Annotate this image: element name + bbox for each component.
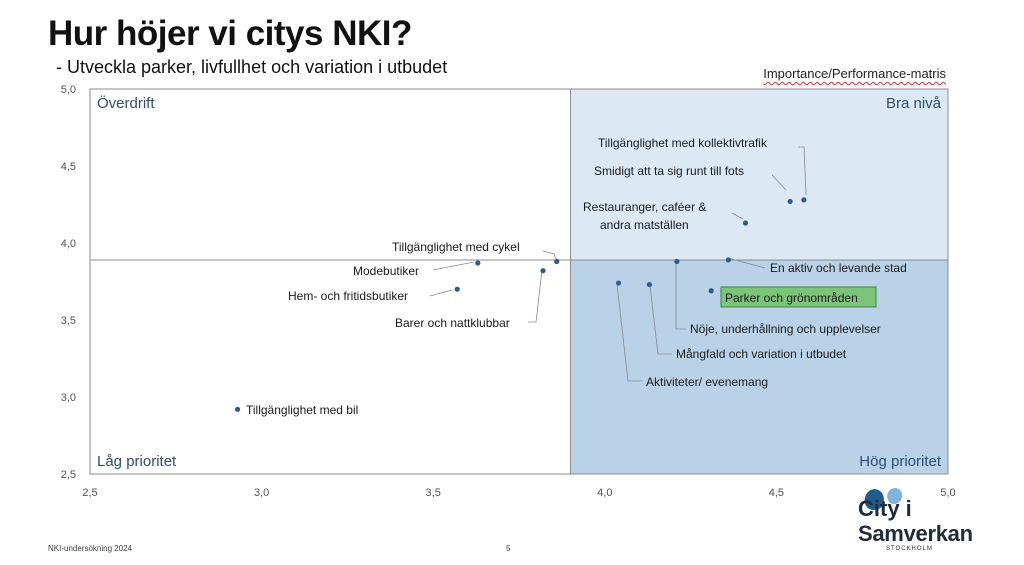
leader-line (731, 212, 744, 220)
highlight-box (720, 286, 877, 308)
leader-line (528, 269, 543, 323)
data-point (234, 406, 241, 412)
leader-line (798, 146, 807, 196)
data-point (475, 260, 481, 266)
matrix-label: Importance/Performance-matris (763, 66, 946, 81)
city-i-samverkan-logo: City i Samverkan STOCKHOLM (858, 488, 1008, 553)
data-point (554, 258, 560, 265)
page-subtitle: - Utveckla parker, livfullhet och variat… (56, 57, 448, 77)
y-tick-label: 4,5 (61, 161, 76, 173)
page-title: Hur höjer vi citys NKI? (48, 14, 412, 53)
point-label: Hem- och fritidsbutiker (288, 289, 408, 303)
data-point (801, 197, 807, 203)
logo-line2: Samverkan (858, 521, 973, 546)
leader-line (771, 174, 787, 191)
data-point (540, 268, 546, 274)
leader-line (616, 283, 642, 382)
point-label: Smidigt att ta sig runt till fots (594, 164, 744, 178)
logo-drops-icon (864, 488, 903, 510)
quadrant-label-top-left: Överdrift (97, 94, 155, 112)
point-label: Mångfald och variation i utbudet (676, 347, 847, 361)
leader-line (432, 261, 475, 271)
y-tick-label: 3,0 (61, 392, 76, 404)
point-label: En aktiv och levande stad (770, 261, 907, 275)
data-point (674, 258, 680, 265)
data-point (454, 286, 460, 292)
footer-source: NKI-undersökning 2024 (48, 544, 133, 553)
data-point (646, 281, 653, 288)
logo-line3: STOCKHOLM (886, 546, 933, 552)
point-label: Barer och nattklubbar (395, 316, 510, 330)
point-label: Modebutiker (353, 264, 419, 278)
point-label: Nöje, underhållning och upplevelser (690, 322, 881, 336)
point-label: Restauranger, caféer & (583, 200, 706, 214)
y-tick-label: 3,5 (61, 315, 76, 327)
data-point (787, 198, 793, 205)
point-label: Tillgänglighet med bil (246, 403, 358, 417)
point-label: Tillgänglighet med cykel (392, 240, 520, 254)
x-tick-label: 4,0 (597, 487, 612, 499)
data-point (725, 257, 731, 263)
data-point (615, 280, 622, 286)
point-label: Aktiviteter/ evenemang (646, 375, 768, 389)
data-point (742, 220, 749, 226)
y-tick-label: 2,5 (61, 469, 76, 481)
data-point (708, 288, 714, 294)
quadrant-label-bottom-left: Låg prioritet (97, 453, 177, 470)
quadrant-label-top-right: Bra nivå (886, 95, 942, 112)
x-tick-label: 5,0 (940, 487, 955, 499)
leader-line (429, 289, 453, 297)
x-tick-label: 4,5 (769, 487, 784, 499)
x-tick-label: 2,5 (82, 487, 97, 499)
x-tick-label: 3,0 (254, 487, 269, 499)
x-tick-label: 3,5 (426, 487, 441, 499)
quadrant-label-bottom-right: Hög prioritet (859, 453, 942, 470)
plot-border (89, 88, 949, 475)
point-label: Parker och grönområden (725, 291, 858, 305)
leader-line (542, 250, 557, 260)
quadrant-top-right (570, 89, 948, 260)
point-label: andra matställen (600, 218, 689, 232)
y-tick-label: 5,0 (61, 84, 76, 96)
y-tick-label: 4,0 (61, 238, 76, 250)
leader-line (727, 257, 766, 269)
logo-line1: City i (858, 496, 912, 521)
point-label: Tillgänglighet med kollektivtrafik (598, 136, 768, 150)
page-number: 5 (506, 544, 511, 553)
leader-line (649, 285, 672, 355)
leader-line (675, 262, 686, 330)
